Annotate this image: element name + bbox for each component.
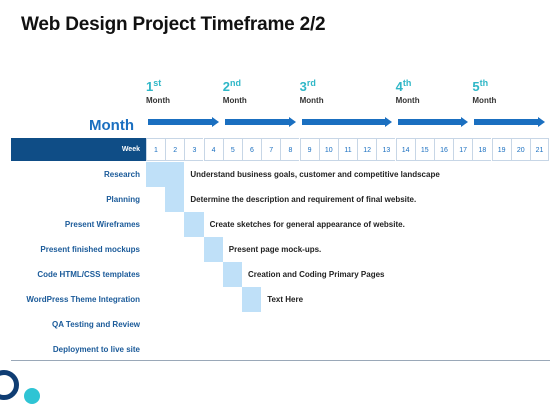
week-cell-7: 7 [261,138,281,161]
month-arrow-3 [301,117,392,127]
week-cell-1: 1 [146,138,165,161]
month-arrow-5 [474,117,546,127]
month-number-5: 5th [472,78,489,94]
week-cell-21: 21 [530,138,549,161]
task-bar [222,262,242,287]
week-cell-4: 4 [203,138,223,161]
week-cell-2: 2 [165,138,185,161]
week-cell-19: 19 [491,138,511,161]
task-description: Create sketches for general appearance o… [209,220,405,229]
task-bar [165,187,185,212]
month-axis-label: Month [89,117,134,134]
task-name: Deployment to live site [52,345,140,354]
month-arrow-2 [224,117,296,127]
month-word-4: Month [395,96,420,105]
week-cell-10: 10 [318,138,338,161]
logo-ring-icon [0,370,19,400]
task-description: Determine the description and requiremen… [190,195,417,204]
week-cell-11: 11 [338,138,357,161]
month-word-5: Month [472,96,497,105]
week-cell-15: 15 [414,138,434,161]
task-bar [146,162,185,187]
week-cell-6: 6 [242,138,261,161]
task-name: WordPress Theme Integration [26,295,140,304]
task-bar [184,212,204,237]
month-number-4: 4th [395,78,412,94]
week-cell-9: 9 [299,138,319,161]
week-cell-13: 13 [376,138,396,161]
week-cell-12: 12 [357,138,377,161]
week-cell-16: 16 [434,138,453,161]
week-cell-5: 5 [222,138,242,161]
month-number-3: 3rd [299,78,316,94]
week-cell-3: 3 [184,138,204,161]
task-description: Creation and Coding Primary Pages [248,270,385,279]
week-cell-20: 20 [510,138,530,161]
task-name: Present finished mockups [40,245,140,254]
week-header-label: Week [121,146,140,153]
task-name: QA Testing and Review [51,320,140,329]
task-name: Code HTML/CSS templates [37,270,140,279]
month-number-2: 2nd [222,78,242,94]
task-description: Present page mock-ups. [228,245,322,254]
logo-dot-icon [24,388,40,404]
month-word-3: Month [299,96,324,105]
page-title: Web Design Project Timeframe 2/2 [21,14,326,35]
bottom-divider [11,360,550,361]
task-description: Understand business goals, customer and … [190,170,440,179]
month-arrow-4 [397,117,469,127]
week-cell-18: 18 [472,138,492,161]
month-word-2: Month [222,96,247,105]
month-word-1: Month [146,96,170,105]
task-description: Text Here [267,295,304,304]
week-cell-14: 14 [395,138,415,161]
week-cell-17: 17 [453,138,473,161]
task-name: Planning [106,195,140,204]
week-cell-8: 8 [280,138,300,161]
week-header-band [11,138,146,161]
month-number-1: 1st [146,78,162,94]
task-name: Research [103,170,140,179]
task-bar [242,287,262,312]
task-name: Present Wireframes [64,220,140,229]
task-bar [203,237,223,262]
month-arrow-1 [148,117,219,127]
